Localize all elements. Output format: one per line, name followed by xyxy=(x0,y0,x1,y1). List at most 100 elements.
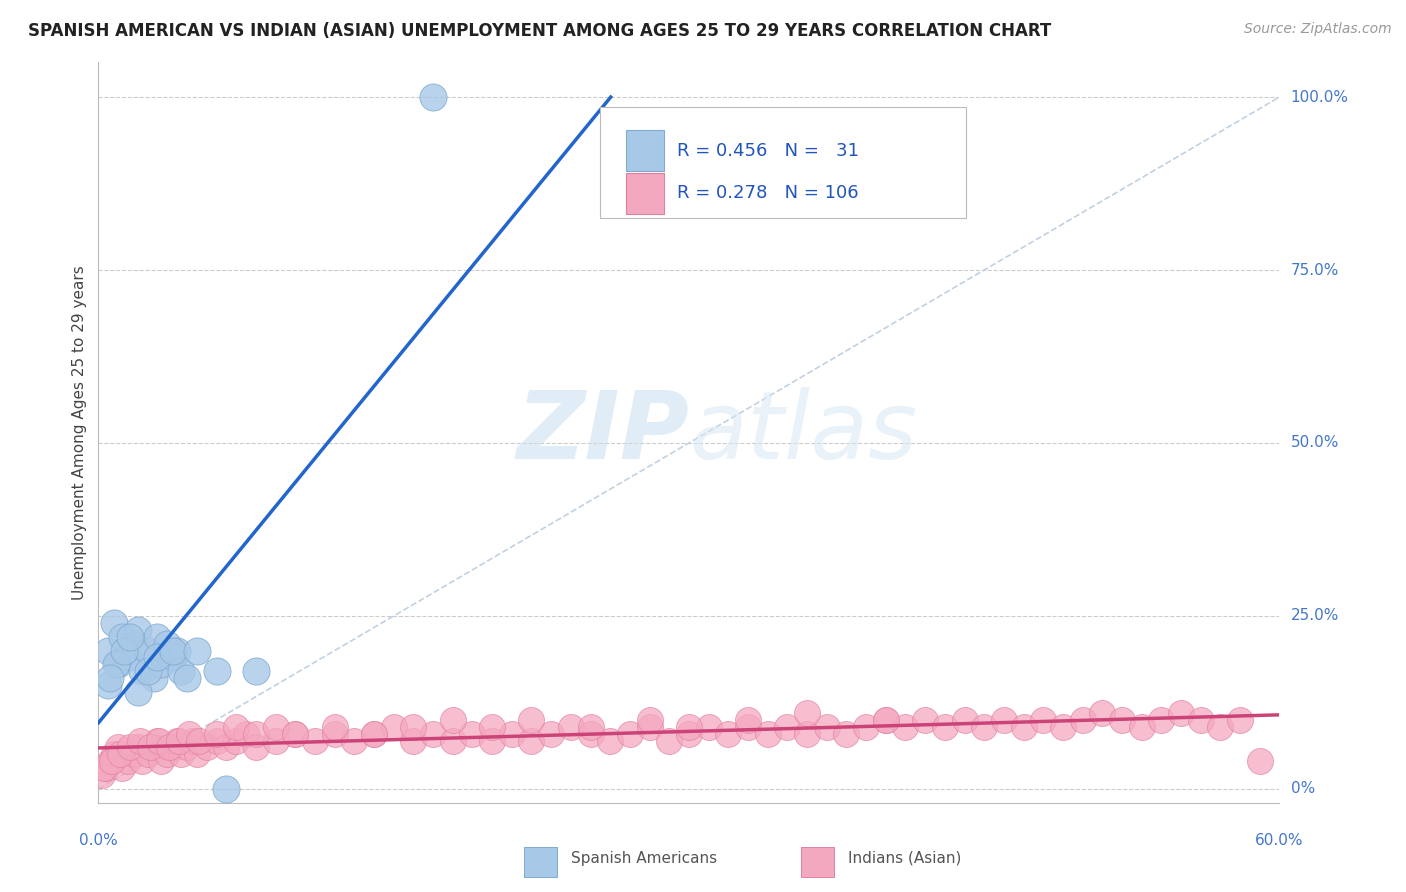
Point xyxy=(107,740,129,755)
Point xyxy=(776,720,799,734)
Point xyxy=(579,726,602,740)
Point xyxy=(1170,706,1192,720)
Point xyxy=(678,720,700,734)
Point xyxy=(441,733,464,747)
FancyBboxPatch shape xyxy=(626,130,664,171)
Point xyxy=(501,726,523,740)
Point xyxy=(131,754,153,768)
Point xyxy=(127,740,149,755)
Point xyxy=(156,747,179,762)
Text: 0%: 0% xyxy=(1291,781,1315,797)
Point xyxy=(186,747,208,762)
Point xyxy=(97,643,120,657)
Point xyxy=(205,733,228,747)
Point xyxy=(148,733,170,747)
Point xyxy=(1071,713,1094,727)
Point xyxy=(205,665,228,679)
Point xyxy=(520,733,543,747)
Point xyxy=(363,726,385,740)
Point xyxy=(579,720,602,734)
Point xyxy=(382,720,405,734)
Point xyxy=(914,713,936,727)
Point xyxy=(402,720,425,734)
Point xyxy=(97,678,120,692)
Point xyxy=(756,726,779,740)
Point xyxy=(131,665,153,679)
Point xyxy=(111,630,134,644)
FancyBboxPatch shape xyxy=(523,847,557,877)
Y-axis label: Unemployment Among Ages 25 to 29 years: Unemployment Among Ages 25 to 29 years xyxy=(72,265,87,600)
Text: 0.0%: 0.0% xyxy=(79,833,118,848)
Point xyxy=(122,747,145,762)
Point xyxy=(815,720,838,734)
Point xyxy=(166,643,188,657)
Point xyxy=(166,733,188,747)
Point xyxy=(215,781,238,796)
Point xyxy=(146,733,169,747)
Point xyxy=(343,733,366,747)
Point xyxy=(103,747,125,762)
Point xyxy=(737,713,759,727)
Point xyxy=(187,733,209,747)
Point xyxy=(658,733,681,747)
Point xyxy=(111,761,134,775)
Point xyxy=(225,720,247,734)
Point xyxy=(323,726,346,740)
Point xyxy=(162,643,184,657)
FancyBboxPatch shape xyxy=(801,847,834,877)
Point xyxy=(934,720,956,734)
Point xyxy=(91,768,114,782)
Text: 60.0%: 60.0% xyxy=(1256,833,1303,848)
Point xyxy=(264,720,287,734)
Point xyxy=(245,726,267,740)
Point xyxy=(875,713,897,727)
Point xyxy=(422,726,444,740)
Point xyxy=(796,706,818,720)
Point xyxy=(363,726,385,740)
Point xyxy=(973,720,995,734)
Text: 100.0%: 100.0% xyxy=(1291,89,1348,104)
Point xyxy=(122,637,145,651)
Point xyxy=(107,657,129,672)
Point xyxy=(1111,713,1133,727)
Point xyxy=(264,733,287,747)
Point xyxy=(150,657,173,672)
Point xyxy=(181,733,204,747)
Point xyxy=(441,713,464,727)
Point xyxy=(461,726,484,740)
Point xyxy=(245,665,267,679)
Point xyxy=(167,733,190,747)
Point xyxy=(146,630,169,644)
Point xyxy=(176,671,198,685)
Point xyxy=(215,740,238,755)
Text: R = 0.278   N = 106: R = 0.278 N = 106 xyxy=(678,184,859,202)
Point xyxy=(170,747,193,762)
Text: 25.0%: 25.0% xyxy=(1291,608,1339,624)
Point xyxy=(304,733,326,747)
Point xyxy=(540,726,562,740)
Point xyxy=(170,665,193,679)
Point xyxy=(697,720,720,734)
Point xyxy=(1091,706,1114,720)
Point xyxy=(136,747,159,762)
Point xyxy=(245,740,267,755)
Point xyxy=(875,713,897,727)
Point xyxy=(205,726,228,740)
Point xyxy=(118,630,141,644)
Point xyxy=(520,713,543,727)
Point xyxy=(1032,713,1054,727)
Text: 75.0%: 75.0% xyxy=(1291,262,1339,277)
Point xyxy=(1249,754,1271,768)
Point xyxy=(162,740,184,755)
Point xyxy=(1052,720,1074,734)
Point xyxy=(127,685,149,699)
Point xyxy=(855,720,877,734)
Point xyxy=(235,726,257,740)
Point xyxy=(638,720,661,734)
Point xyxy=(560,720,582,734)
Point xyxy=(146,650,169,665)
Point xyxy=(225,733,247,747)
Point xyxy=(98,671,121,685)
Point xyxy=(162,650,184,665)
Text: Source: ZipAtlas.com: Source: ZipAtlas.com xyxy=(1244,22,1392,37)
